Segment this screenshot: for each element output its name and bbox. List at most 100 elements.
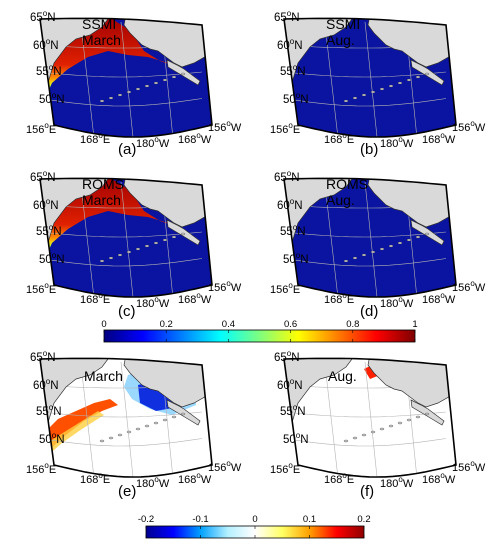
longitude-label: 156oE (26, 461, 56, 476)
graticule (284, 20, 447, 137)
aleutian-island (370, 90, 376, 94)
aleutian-island (153, 81, 159, 85)
latitude-line (284, 231, 447, 238)
longitude-label: 156oW (452, 119, 486, 134)
aleutian-island (361, 433, 367, 437)
latitude-label: 65oN (274, 169, 300, 184)
aleutian-island (379, 247, 385, 251)
latitude-line (284, 71, 447, 78)
latitude-line (40, 258, 203, 267)
latitude-label: 55oN (280, 63, 306, 78)
longitude-label: 168oW (422, 291, 456, 306)
aleutian-island (424, 72, 430, 76)
panel-label-f: (f) (360, 483, 374, 500)
latitude-label: 55oN (36, 223, 62, 238)
colorbar-concentration-tick-label: 0.4 (222, 319, 235, 330)
panel-label-a: (a) (118, 141, 136, 158)
colorbar-difference-tick-label: 0.2 (357, 514, 370, 525)
aleutian-island (99, 99, 105, 103)
aleutian-island (108, 256, 114, 260)
longitude-label: 168oE (324, 471, 354, 486)
longitude-label: 156oE (26, 281, 56, 296)
longitude-label: 180oW (380, 475, 414, 490)
colorbar-concentration-tick-label: 0.8 (346, 319, 359, 330)
longitude-label: 180oW (136, 135, 170, 150)
panel-label-e: (e) (118, 483, 136, 500)
alaska-peninsula (410, 399, 445, 426)
latitude-label: 50oN (39, 91, 65, 106)
map-frame (39, 177, 213, 298)
aleutian-island (352, 256, 358, 260)
colorbar-difference-tick-label: -0.2 (138, 514, 154, 525)
source-label: SSMI (326, 16, 360, 32)
latitude-label: 50oN (39, 251, 65, 266)
month-label: March (82, 32, 121, 48)
latitude-line (40, 231, 203, 238)
map-content (40, 358, 209, 477)
colorbar-concentration-tick-label: 0 (101, 319, 106, 330)
latitude-label: 60oN (33, 37, 59, 52)
latitude-label: 60oN (277, 197, 303, 212)
aleutian-island (171, 415, 177, 419)
aleutian-island (424, 412, 430, 416)
longitude-line (80, 20, 94, 134)
alaska-peninsula (166, 59, 201, 86)
latitude-label: 65oN (274, 9, 300, 24)
longitude-label: 168oW (178, 471, 212, 486)
aleutian-island (99, 439, 105, 443)
aleutian-island (406, 418, 412, 422)
colorbar-scale (103, 329, 416, 343)
longitude-line (324, 360, 338, 474)
latitude-label: 60oN (33, 377, 59, 392)
alaska-peninsula (410, 219, 445, 246)
alaska-peninsula (166, 399, 201, 426)
longitude-label: 168oE (324, 131, 354, 146)
aleutian-island (126, 430, 132, 434)
aleutian-island (388, 424, 394, 428)
longitude-line (364, 181, 378, 297)
panel-label-c: (c) (118, 303, 136, 320)
aleutian-island (135, 87, 141, 91)
longitude-label: 168oW (178, 291, 212, 306)
aleutian-island (108, 436, 114, 440)
aleutian-island (370, 250, 376, 254)
colorbar-difference-tick-label: 0.1 (303, 514, 316, 525)
map-panel-e: 65oN 60oN 55oN 50oN 156oE 168oE 180oW 168oW156o… (26, 349, 242, 490)
aleutian-island (180, 72, 186, 76)
map-panel-b: 65oN 60oN 55oN 50oN 156oE 168oE 180oW 168oW156o… (270, 9, 486, 150)
latitude-label: 60oN (277, 37, 303, 52)
month-label: Aug. (326, 32, 355, 48)
aleutian-island (117, 253, 123, 257)
aleutian-island (144, 244, 150, 248)
aleutian-island (361, 253, 367, 257)
latitude-label: 55oN (280, 223, 306, 238)
longitude-label: 180oW (136, 295, 170, 310)
map-frame (39, 357, 213, 478)
longitude-label: 180oW (380, 135, 414, 150)
map-frame (283, 357, 457, 478)
latitude-label: 65oN (30, 9, 56, 24)
aleutian-island (352, 96, 358, 100)
source-label: ROMS (82, 176, 124, 192)
map-frame (39, 17, 213, 138)
longitude-line (324, 20, 338, 134)
longitude-label: 168oE (80, 291, 110, 306)
aleutian-island (126, 90, 132, 94)
colorbar-difference (145, 525, 365, 539)
aleutian-island (108, 96, 114, 100)
aleutian-island (162, 418, 168, 422)
aleutian-island (406, 238, 412, 242)
longitude-line (80, 360, 94, 474)
latitude-line (40, 98, 203, 107)
aleutian-island (370, 430, 376, 434)
latitude-label: 55oN (36, 403, 62, 418)
aleutian-island (126, 250, 132, 254)
colorbar-concentration (103, 329, 416, 343)
longitude-label: 168oW (422, 471, 456, 486)
latitude-label: 50oN (283, 91, 309, 106)
latitude-line (40, 411, 203, 418)
longitude-label: 180oW (380, 295, 414, 310)
map-panel-a: 65oN 60oN 55oN 50oN 156oE 168oE 180oW 168oW156o… (26, 9, 242, 150)
colorbar-difference-tick-label: -0.1 (192, 514, 208, 525)
latitude-line (284, 258, 447, 267)
